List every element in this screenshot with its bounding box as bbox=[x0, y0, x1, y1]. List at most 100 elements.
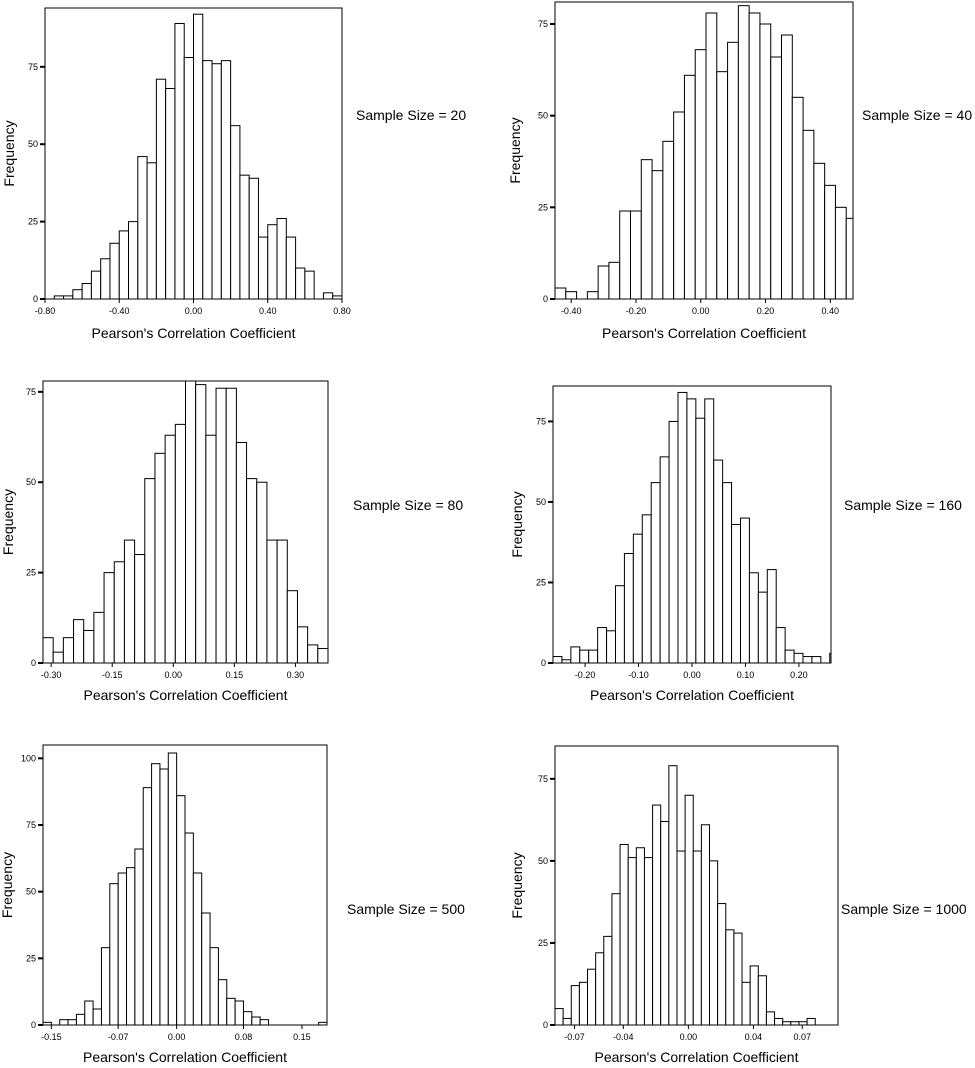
histogram-bar bbox=[81, 283, 92, 300]
histogram-bar bbox=[304, 270, 315, 300]
histogram-bar bbox=[565, 291, 578, 300]
histogram-bar bbox=[635, 847, 645, 1026]
y-tick-label: 0 bbox=[541, 658, 546, 668]
x-axis-label: Pearson's Correlation Coefficient bbox=[83, 1049, 287, 1065]
histogram-bar bbox=[623, 552, 634, 664]
x-tick-label: 0.00 bbox=[185, 306, 203, 316]
histogram-bar bbox=[627, 857, 637, 1026]
y-tick-label: 75 bbox=[28, 62, 38, 72]
histogram-bar bbox=[215, 387, 227, 664]
y-tick-label: 25 bbox=[536, 577, 546, 587]
histogram-bar bbox=[75, 1013, 86, 1026]
plot-frame bbox=[554, 745, 839, 1026]
histogram-bar bbox=[791, 96, 804, 300]
histogram-bar bbox=[676, 850, 686, 1026]
histogram-bar bbox=[554, 287, 567, 300]
y-tick-label: 50 bbox=[538, 111, 548, 121]
histogram-bar bbox=[239, 174, 250, 300]
x-tick-label: -0.07 bbox=[108, 1032, 129, 1042]
sample-size-label: Sample Size = 40 bbox=[862, 107, 972, 123]
histogram-bar bbox=[588, 649, 599, 664]
x-tick-label: -0.80 bbox=[35, 306, 56, 316]
histogram-bar bbox=[52, 651, 64, 664]
x-tick-label: -0.30 bbox=[41, 670, 62, 680]
x-tick-label: -0.07 bbox=[564, 1032, 585, 1042]
histogram-bar bbox=[640, 159, 653, 300]
x-tick-label: 0.80 bbox=[333, 306, 351, 316]
x-tick-label: 0.07 bbox=[793, 1032, 811, 1042]
histogram-bar bbox=[578, 981, 589, 1026]
y-axis-label: Frequency bbox=[507, 117, 523, 183]
x-tick-label: -0.40 bbox=[109, 306, 130, 316]
histogram-bar bbox=[765, 1011, 776, 1026]
histogram-bar bbox=[317, 648, 329, 664]
x-tick-label: -0.04 bbox=[613, 1032, 634, 1042]
histogram-bar bbox=[73, 619, 85, 664]
histogram-bar bbox=[142, 787, 153, 1026]
histogram-bar bbox=[276, 539, 288, 664]
y-tick-label: 0 bbox=[543, 294, 548, 304]
histogram-bar bbox=[774, 1017, 784, 1026]
histogram-bar bbox=[692, 850, 702, 1026]
histogram-bar bbox=[766, 569, 777, 664]
histogram-bar bbox=[684, 794, 694, 1026]
x-tick-label: 0.08 bbox=[235, 1032, 253, 1042]
histogram-bar bbox=[784, 649, 795, 664]
histogram-bar bbox=[562, 1017, 572, 1026]
histogram-bar bbox=[704, 398, 715, 664]
histogram-bar bbox=[155, 78, 167, 300]
y-tick-label: 100 bbox=[21, 753, 36, 763]
histogram-bar bbox=[737, 5, 750, 300]
sample-size-label: Sample Size = 80 bbox=[353, 497, 463, 513]
x-axis-label: Pearson's Correlation Coefficient bbox=[595, 1049, 799, 1065]
histogram-bar bbox=[705, 12, 718, 300]
histogram-bar bbox=[570, 646, 581, 664]
histogram-bar bbox=[652, 804, 662, 1026]
histogram-bar bbox=[748, 572, 759, 664]
histogram-bar bbox=[251, 1016, 261, 1026]
histogram-bar bbox=[741, 981, 751, 1026]
histogram-bar bbox=[248, 177, 259, 300]
y-tick-label: 0 bbox=[543, 1020, 548, 1030]
y-tick-label: 50 bbox=[26, 887, 36, 897]
histogram-bar bbox=[606, 630, 617, 664]
x-tick-label: 0.15 bbox=[293, 1032, 311, 1042]
sample-size-label: Sample Size = 20 bbox=[356, 107, 466, 123]
x-tick-label: -0.20 bbox=[575, 670, 596, 680]
histogram-bar bbox=[59, 1019, 69, 1026]
histogram-bar bbox=[619, 210, 632, 300]
histogram-bar bbox=[42, 637, 54, 664]
histogram-bar bbox=[90, 270, 102, 300]
histogram-bar bbox=[201, 912, 211, 1026]
histogram-bar bbox=[93, 611, 105, 664]
histogram-bar bbox=[176, 795, 186, 1026]
histogram-bar bbox=[727, 41, 739, 300]
histogram-bar bbox=[192, 872, 203, 1026]
histogram-bar bbox=[643, 857, 654, 1026]
histogram-bar bbox=[195, 384, 207, 664]
x-tick-label: 0.00 bbox=[680, 1032, 698, 1042]
histogram-bar bbox=[217, 979, 228, 1026]
y-tick-label: 50 bbox=[538, 856, 548, 866]
y-tick-label: 25 bbox=[26, 568, 36, 578]
histogram-bar bbox=[62, 637, 75, 664]
histogram-bar bbox=[109, 242, 120, 300]
histogram-bar bbox=[259, 1019, 270, 1026]
plot-frame bbox=[554, 1, 854, 300]
histogram-bar bbox=[619, 843, 629, 1026]
histogram-bar bbox=[146, 162, 157, 300]
histogram-bar bbox=[83, 629, 95, 664]
histogram-bar bbox=[72, 289, 83, 300]
x-tick-label: 0.30 bbox=[287, 670, 305, 680]
histogram-bar bbox=[660, 820, 670, 1026]
histogram-bar bbox=[770, 56, 783, 300]
histogram-bar bbox=[185, 380, 197, 664]
histogram-bar bbox=[709, 860, 719, 1026]
histogram-bar bbox=[165, 87, 176, 300]
y-tick-label: 0 bbox=[31, 1020, 36, 1030]
histogram-bar bbox=[759, 23, 772, 300]
histogram-bar bbox=[230, 125, 241, 300]
histogram-bar bbox=[811, 656, 822, 664]
x-tick-label: 0.00 bbox=[168, 1032, 186, 1042]
